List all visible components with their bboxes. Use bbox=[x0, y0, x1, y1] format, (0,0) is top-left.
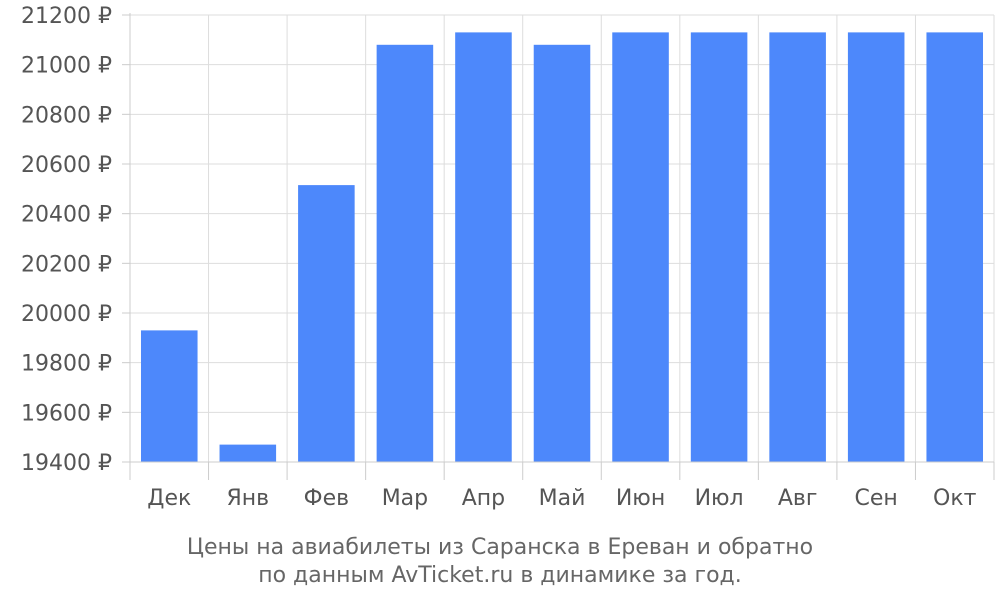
bar-3 bbox=[298, 185, 355, 462]
bar-2 bbox=[219, 444, 277, 462]
bar-11 bbox=[926, 32, 984, 463]
y-tick-label: 20200 ₽ bbox=[21, 252, 112, 277]
bar-5 bbox=[455, 32, 512, 463]
y-axis-labels: 19400 ₽ 19600 ₽ 19800 ₽ 20000 ₽ 20200 ₽ 20400… bbox=[21, 4, 112, 476]
bar-9 bbox=[769, 32, 826, 463]
x-tick-label: Фев bbox=[304, 486, 349, 511]
chart-caption-line-1: Цены на авиабилеты из Саранска в Ереван … bbox=[186, 535, 814, 560]
bar-1 bbox=[140, 330, 198, 462]
x-tick-label: Июл bbox=[695, 486, 744, 511]
x-tick-label: Дек bbox=[147, 486, 191, 511]
y-tick-label: 21000 ₽ bbox=[21, 54, 112, 79]
bar-8 bbox=[690, 32, 748, 463]
y-tick-label: 19400 ₽ bbox=[21, 451, 112, 476]
chart-bars bbox=[140, 32, 984, 463]
chart-caption-line-2: по данным AvTicket.ru в динамике за год. bbox=[258, 563, 742, 588]
y-tick-label: 20400 ₽ bbox=[21, 203, 112, 228]
x-tick-label: Окт bbox=[933, 486, 977, 511]
y-tick-label: 19600 ₽ bbox=[21, 401, 112, 426]
x-tick-label: Апр bbox=[462, 486, 505, 511]
x-tick-label: Янв bbox=[226, 486, 269, 511]
y-tick-label: 19800 ₽ bbox=[21, 352, 112, 377]
x-tick-label: Май bbox=[539, 486, 586, 511]
y-tick-label: 20600 ₽ bbox=[21, 153, 112, 178]
x-tick-label: Июн bbox=[616, 486, 665, 511]
y-tick-label: 20000 ₽ bbox=[21, 302, 112, 327]
bar-7 bbox=[612, 32, 669, 463]
y-tick-label: 20800 ₽ bbox=[21, 103, 112, 128]
y-tick-label: 21200 ₽ bbox=[21, 4, 112, 29]
x-tick-label: Мар bbox=[382, 486, 428, 511]
x-tick-label: Сен bbox=[855, 486, 898, 511]
bar-4 bbox=[376, 44, 434, 463]
chart-axes bbox=[122, 13, 995, 480]
x-tick-label: Авг bbox=[778, 486, 818, 511]
x-axis-labels: Дек Янв Фев Мар Апр Май Июн Июл Авг Сен Окт bbox=[147, 486, 976, 511]
bar-10 bbox=[847, 32, 905, 463]
bar-6 bbox=[533, 44, 591, 463]
